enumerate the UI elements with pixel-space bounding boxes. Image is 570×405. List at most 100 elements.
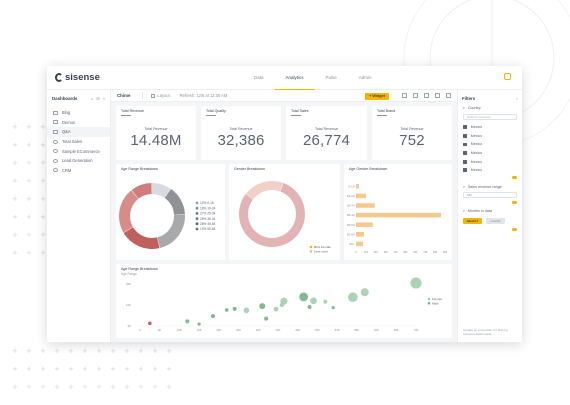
country-option[interactable]: Mexico — [458, 157, 522, 166]
sidebar-item-label: Total Sales — [62, 139, 83, 145]
sidebar-item-crm[interactable]: CRM — [47, 166, 110, 176]
kpi-title: Total Quality — [206, 109, 226, 113]
country-option[interactable]: Mexico — [458, 140, 522, 149]
kpi-underline — [291, 115, 301, 116]
select-button[interactable]: SELECT — [463, 217, 482, 224]
kpi-subtitle: Total Revenue — [400, 127, 424, 131]
x-tick-label: 65K — [394, 328, 399, 332]
legend-label: Male — [432, 301, 439, 305]
scatter-point — [210, 314, 215, 319]
grid-icon[interactable] — [424, 93, 429, 98]
country-option[interactable]: Mexico — [458, 123, 522, 132]
nav-tab-analytics[interactable]: Analytics — [274, 66, 315, 90]
brand-logo[interactable]: sisense — [55, 72, 100, 83]
sidebar-search-icon[interactable]: ⌕ — [91, 95, 94, 101]
age-gender-widget[interactable]: Age Gender Breakdown 0-18 19-24 25-34 35-44… — [344, 164, 452, 260]
sales-filter-header[interactable]: ▾ Sales revenue range — [458, 183, 522, 191]
bar-category-label: 0-18 — [348, 184, 354, 188]
settings-icon[interactable] — [446, 93, 451, 98]
filters-collapse-icon[interactable]: » — [515, 95, 518, 101]
nav-tab-pulse[interactable]: Pulse — [325, 75, 337, 80]
country-option[interactable]: Mexico — [458, 149, 522, 158]
scatter-point — [273, 306, 279, 312]
toolbar-divider — [142, 92, 144, 99]
gender-widget[interactable]: Gender Breakdown 80% Female Less more — [229, 164, 340, 260]
country-search-input[interactable]: Search countries... — [463, 114, 517, 120]
clear-button[interactable]: CLEAR — [486, 217, 505, 224]
x-tick-label: 4M — [394, 250, 399, 254]
plus-mark: + — [124, 382, 130, 392]
plus-mark: + — [40, 194, 46, 204]
donut-slice — [164, 189, 185, 215]
country-filter-toggle[interactable] — [512, 175, 517, 179]
plus-mark: + — [26, 176, 32, 186]
y-tick-label: 5K — [128, 324, 132, 328]
plus-mark: + — [166, 364, 172, 374]
legend-dot — [195, 222, 199, 226]
legend-label: 25% 35-44 — [200, 217, 216, 221]
dashboards-sidebar: Dashboards ⌕ ⊞ « Blog Demos Q&A Total Sa… — [47, 90, 111, 342]
kpi-card-total-revenue[interactable]: Total Revenue Total Revenue 14.48M — [116, 106, 196, 160]
x-tick-label: 45K — [315, 328, 320, 332]
filters-panel: Filters » ▾ Country Search countries... … — [457, 90, 522, 342]
checkbox-checked-icon — [463, 151, 467, 155]
legend-dot — [195, 217, 199, 220]
sales-range-input[interactable]: Min — [463, 191, 517, 198]
country-option[interactable]: Mexico — [458, 132, 522, 141]
kpi-card-total-sales[interactable]: Total Sales Total Revenue 26,774 — [286, 106, 367, 160]
plus-mark: + — [26, 346, 32, 356]
filter-icon[interactable] — [402, 93, 407, 98]
scatter-point — [348, 292, 358, 302]
plus-mark: + — [124, 364, 130, 374]
sidebar-item-lead-generation[interactable]: Lead Generation — [47, 156, 110, 166]
date-filter-toggle[interactable] — [512, 227, 517, 231]
sidebar-collapse-icon[interactable]: « — [102, 95, 105, 101]
layout-button[interactable]: Layout — [151, 93, 170, 98]
x-tick-label: 20K — [216, 328, 221, 332]
kpi-card-total-quality[interactable]: Total Quality Total Revenue 32,386 — [201, 106, 281, 160]
add-widget-button[interactable]: + Widget — [365, 92, 389, 100]
x-tick-label: 3M — [384, 250, 389, 254]
filters-header: Filters » — [458, 92, 522, 104]
plus-mark: + — [12, 230, 18, 240]
x-tick-label: 25K — [236, 328, 241, 332]
scatter-point — [307, 304, 312, 309]
date-filter-header[interactable]: ▾ Months in data — [458, 207, 522, 215]
plus-mark: + — [138, 346, 144, 356]
legend-dot — [309, 250, 313, 253]
kpi-card-total-brand[interactable]: Total Brand Total Revenue 752 — [372, 106, 452, 160]
x-tick-label: 7M — [423, 250, 428, 254]
x-tick-label: 1M — [364, 250, 369, 254]
sidebar-item-label: Demos — [62, 119, 75, 125]
plus-mark: + — [12, 364, 18, 374]
sidebar-title: Dashboards — [52, 95, 78, 101]
sidebar-item-sample-ecommerce[interactable]: Sample ECommerce — [47, 146, 110, 156]
sidebar-item-qa[interactable]: Q&A — [47, 127, 110, 137]
dashboard-icon — [53, 139, 58, 144]
legend-dot — [195, 212, 199, 215]
country-option[interactable]: Mexico — [458, 166, 522, 175]
share-icon[interactable] — [413, 93, 418, 98]
age-range-widget[interactable]: Age Range Breakdown 12% 0-18 18% 19-24 27%… — [116, 164, 225, 260]
more-icon[interactable] — [435, 93, 440, 98]
filter-label: Sales revenue range — [467, 184, 502, 189]
kpi-underline — [121, 115, 131, 116]
notifications-button[interactable] — [504, 73, 514, 83]
chevron-down-icon: ▾ — [463, 184, 465, 189]
x-tick-label: 40K — [295, 328, 300, 332]
legend-label: 27% 25-34 — [200, 212, 216, 216]
sales-filter-toggle[interactable] — [512, 200, 517, 204]
sidebar-add-icon[interactable]: ⊞ — [96, 95, 100, 101]
plus-mark: + — [40, 140, 46, 150]
country-filter-header[interactable]: ▾ Country — [458, 104, 522, 112]
x-tick-label: 8M — [433, 250, 438, 254]
x-tick-label: 30K — [256, 328, 261, 332]
sidebar-item-demos[interactable]: Demos — [47, 118, 110, 128]
sidebar-item-blog[interactable]: Blog — [47, 108, 110, 118]
scatter-widget[interactable]: Age Range Breakdown Age Range 0 5K 10K 15K 2… — [116, 264, 452, 338]
plus-mark: + — [166, 382, 172, 392]
nav-tab-admin[interactable]: Admin — [358, 75, 372, 80]
plus-mark: + — [40, 230, 46, 240]
sidebar-item-total-sales[interactable]: Total Sales — [47, 137, 110, 147]
nav-tab-data[interactable]: Data — [254, 75, 264, 80]
